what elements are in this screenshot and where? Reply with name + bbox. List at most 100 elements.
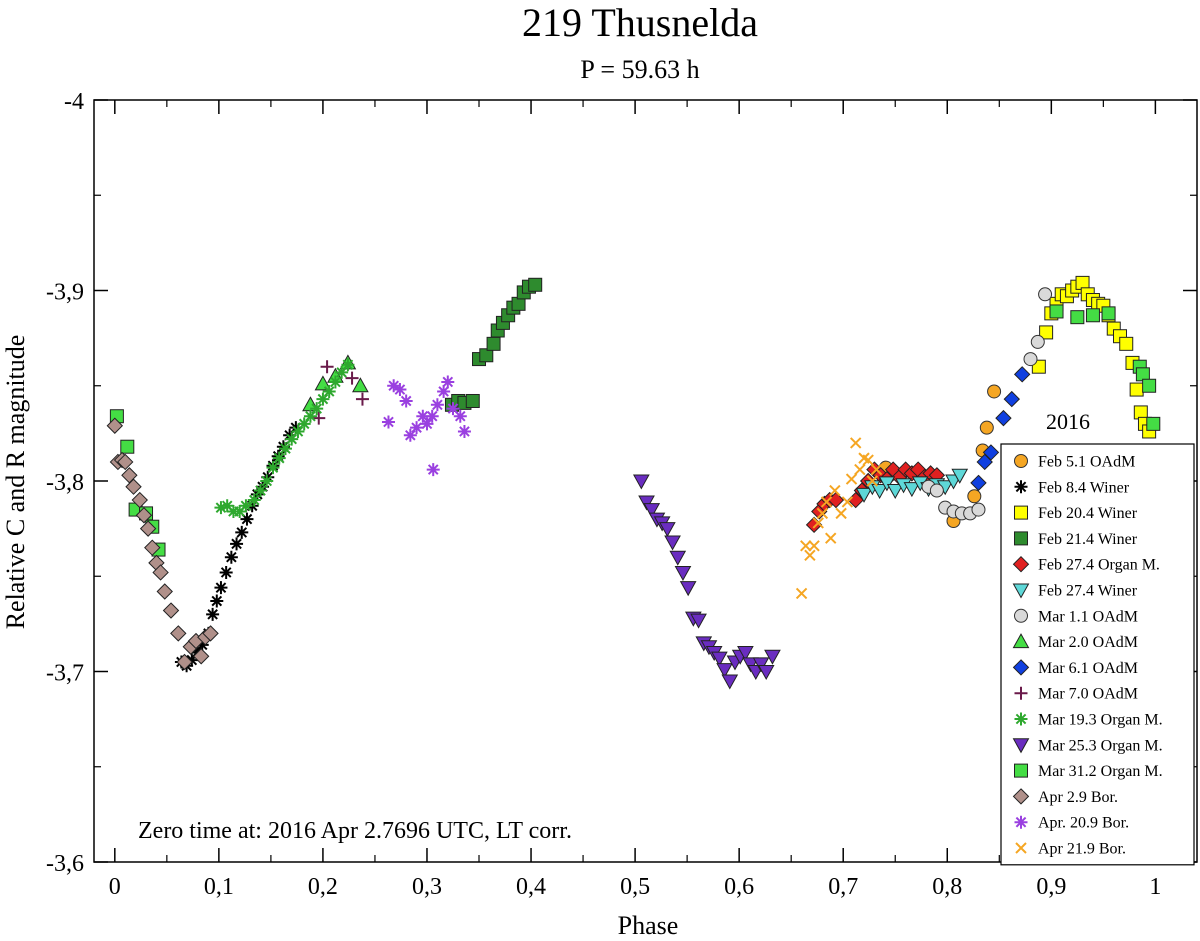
x-axis-title: Phase (618, 911, 679, 940)
data-point (1146, 416, 1161, 431)
data-point (825, 532, 837, 544)
x-tick-label: 0,8 (932, 874, 962, 900)
data-point (664, 535, 681, 551)
series-10 (312, 360, 369, 425)
legend-item: Feb 5.1 OAdM (1014, 454, 1135, 471)
data-point (285, 432, 299, 446)
data-point (195, 638, 209, 652)
legend-marker (1012, 788, 1030, 805)
chart-title: 219 Thusnelda (522, 0, 758, 45)
data-point (711, 651, 728, 667)
data-point (381, 415, 395, 429)
legend-label: Apr. 20.9 Bor. (1038, 815, 1129, 832)
data-point (829, 484, 841, 497)
data-point (235, 525, 249, 539)
data-point (812, 517, 824, 529)
x-tick-label: 0,9 (1036, 874, 1066, 900)
data-point (690, 613, 707, 629)
legend-item: Mar 2.0 OAdM (1012, 633, 1138, 651)
data-point (430, 398, 444, 412)
legend-label: Feb 5.1 OAdM (1038, 454, 1135, 471)
data-point (866, 475, 879, 487)
data-point (387, 379, 401, 393)
data-point (971, 502, 986, 517)
data-point (841, 496, 854, 508)
legend-item: Apr 21.9 Bor. (1015, 841, 1126, 858)
series-11 (214, 358, 355, 518)
data-point (230, 537, 244, 551)
legend-item: Apr. 20.9 Bor. (1014, 815, 1129, 832)
data-point (970, 474, 987, 492)
x-tick-label: 0,1 (204, 874, 234, 900)
y-tick-label: -3,9 (46, 280, 84, 306)
data-point (214, 581, 228, 595)
legend-label: Feb 27.4 Winer (1038, 583, 1138, 600)
data-point (486, 336, 501, 351)
data-point (345, 371, 359, 385)
legend-marker (1012, 633, 1030, 649)
data-point (849, 437, 862, 449)
data-point (289, 421, 303, 435)
data-point (176, 653, 193, 671)
data-point (170, 625, 187, 642)
data-point (341, 358, 355, 372)
data-point (139, 520, 157, 537)
data-point (669, 550, 687, 566)
data-point (426, 463, 440, 477)
data-point (117, 453, 134, 471)
data-point (425, 409, 439, 423)
legend-marker (1014, 505, 1028, 520)
data-point (1030, 334, 1045, 349)
data-point (224, 550, 238, 564)
legend-item: Mar 31.2 Organ M. (1014, 763, 1163, 780)
data-point (437, 384, 451, 398)
data-point (1129, 382, 1144, 397)
data-point (256, 480, 270, 494)
data-point (886, 484, 904, 500)
data-point (795, 587, 808, 600)
data-point (1023, 352, 1038, 367)
y-tick-label: -3,8 (46, 470, 84, 496)
legend-item: Mar 19.3 Organ M. (1014, 712, 1163, 729)
series-7 (921, 287, 1053, 521)
x-tick-label: 0,6 (724, 874, 754, 900)
data-point (162, 602, 180, 619)
data-point (929, 483, 944, 498)
legend-item: Mar 6.1 OAdM (1012, 659, 1138, 677)
data-point (441, 375, 455, 389)
legend-item: Feb 21.4 Winer (1014, 531, 1138, 548)
x-tick-label: 0,2 (308, 874, 338, 900)
data-point (528, 277, 543, 292)
data-point (266, 461, 280, 475)
data-point (1003, 390, 1020, 408)
data-point (355, 392, 369, 406)
data-point (210, 594, 224, 608)
data-point (260, 474, 274, 488)
data-point (674, 565, 692, 581)
data-point (144, 539, 161, 556)
data-point (322, 384, 336, 398)
data-point (446, 402, 460, 416)
data-point (995, 409, 1012, 427)
data-point (878, 476, 896, 492)
data-point (206, 607, 220, 621)
data-point (721, 674, 739, 690)
data-point (982, 444, 1000, 461)
data-point (316, 392, 330, 406)
legend-label: Apr 21.9 Bor. (1038, 841, 1126, 858)
data-point (679, 581, 697, 597)
data-point (291, 424, 305, 438)
data-point (862, 454, 874, 466)
legend-label: Apr 2.9 Bor. (1038, 789, 1118, 806)
data-point (328, 375, 342, 389)
legend-item: Mar 1.1 OAdM (1014, 608, 1138, 625)
data-point (220, 499, 234, 513)
data-point (106, 417, 124, 434)
data-point (120, 439, 135, 454)
data-point (399, 394, 413, 408)
legend-label: Mar 2.0 OAdM (1038, 634, 1138, 651)
data-point (152, 564, 169, 581)
data-point (870, 463, 883, 476)
data-point (156, 583, 173, 600)
legend-label: Mar 1.1 OAdM (1038, 608, 1138, 625)
